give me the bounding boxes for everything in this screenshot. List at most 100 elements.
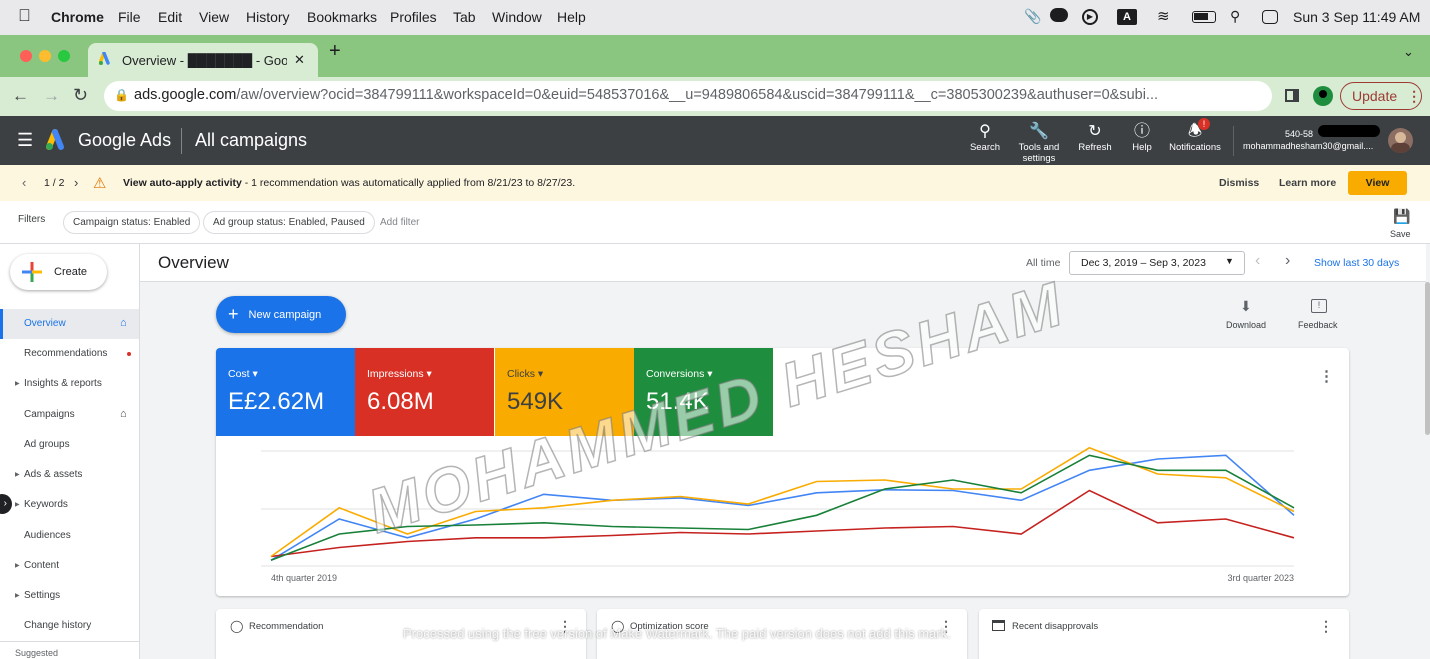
sidebar-item-overview[interactable] [0, 309, 139, 339]
apple-icon[interactable]:  [18, 6, 31, 26]
input-source-icon[interactable]: A [1117, 9, 1137, 25]
cloud-app-icon[interactable] [1050, 8, 1068, 22]
series-line-cost[interactable] [270, 454, 1295, 561]
notification-badge: ! [1198, 118, 1210, 130]
sidebar-item-settings[interactable]: Settings [24, 590, 61, 601]
view-button[interactable]: View [1348, 171, 1407, 195]
side-panel-icon[interactable] [1285, 89, 1299, 102]
filter-chip-adgroup-status[interactable]: Ad group status: Enabled, Paused [203, 211, 375, 234]
dismiss-button[interactable]: Dismiss [1219, 177, 1260, 189]
tab-close-icon[interactable]: ✕ [294, 52, 305, 67]
card-menu-icon[interactable]: ⋮ [1319, 368, 1334, 385]
series-line-conversions[interactable] [270, 454, 1295, 562]
collapse-nav-icon[interactable]: › [0, 494, 12, 514]
optimization-score-card[interactable]: ◯ Optimization score ⋮ [597, 609, 967, 659]
menu-bookmarks[interactable]: Bookmarks [307, 9, 378, 25]
sidebar-item-insights[interactable]: Insights & reports [24, 378, 102, 389]
hamburger-menu-icon[interactable]: ☰ [17, 130, 34, 150]
series-line-impressions[interactable] [270, 489, 1295, 558]
back-icon[interactable]: ← [12, 86, 29, 105]
save-icon[interactable]: 💾 [1393, 208, 1411, 224]
metric-impressions[interactable]: Impressions ▾ 6.08M [355, 348, 494, 436]
menu-edit[interactable]: Edit [158, 9, 183, 25]
new-tab-button[interactable]: + [329, 40, 341, 62]
sidebar-item-content[interactable]: Content [24, 560, 60, 571]
series-line-clicks[interactable] [270, 446, 1295, 558]
reload-icon[interactable]: ↻ [73, 85, 89, 105]
feedback-button[interactable]: Feedback [1298, 320, 1338, 330]
forward-icon[interactable]: → [43, 86, 60, 105]
show-last-30-days-link[interactable]: Show last 30 days [1314, 257, 1400, 269]
add-filter-button[interactable]: Add filter [380, 217, 420, 228]
spotlight-search-icon[interactable]: ⚲ [1230, 8, 1241, 24]
tab-search-icon[interactable]: ⌄ [1403, 44, 1414, 59]
browser-tab[interactable]: Overview - ███████ - Google A ✕ [88, 43, 318, 77]
sidebar-item-ads-assets[interactable]: Ads & assets [24, 469, 83, 480]
create-button[interactable]: Create [10, 254, 107, 290]
paperclip-icon[interactable]: 📎 [1024, 8, 1042, 24]
metric-conversions[interactable]: Conversions ▾ 51.4K [634, 348, 773, 436]
scrollbar[interactable] [1425, 282, 1430, 435]
notifications-button[interactable]: 🕭 Notifications [1164, 122, 1226, 153]
menu-tab[interactable]: Tab [453, 9, 476, 25]
menu-help[interactable]: Help [557, 9, 586, 25]
download-icon[interactable]: ⬇ [1240, 298, 1252, 314]
menu-history[interactable]: History [246, 9, 290, 25]
menu-file[interactable]: File [118, 9, 141, 25]
window-minimize-button[interactable] [39, 50, 51, 62]
sidebar-item-change-history[interactable]: Change history [24, 620, 92, 631]
prev-icon[interactable]: ‹ [22, 175, 27, 190]
help-icon: ⓘ [1133, 123, 1150, 140]
menu-view[interactable]: View [199, 9, 230, 25]
sidebar-item-recommendations[interactable]: Recommendations [24, 348, 108, 359]
sidebar-item-campaigns[interactable]: Campaigns [24, 409, 75, 420]
help-button[interactable]: ⓘ Help [1127, 122, 1157, 153]
battery-icon[interactable] [1192, 11, 1216, 23]
metric-clicks[interactable]: Clicks ▾ 549K [495, 348, 634, 436]
sidebar-item-ad-groups[interactable]: Ad groups [24, 439, 70, 450]
tools-button[interactable]: 🔧 Tools and settings [1015, 122, 1063, 164]
download-button[interactable]: Download [1226, 320, 1267, 330]
address-bar[interactable]: 🔒 ads.google.com/aw/overview?ocid=384799… [104, 81, 1272, 111]
tab-title: Overview - ███████ - Google A [122, 53, 287, 68]
kebab-menu-icon[interactable]: ⋮ [1319, 618, 1333, 634]
date-range-picker[interactable]: Dec 3, 2019 – Sep 3, 2023 ▼ [1069, 251, 1245, 275]
feedback-icon[interactable]: ! [1311, 299, 1327, 313]
recommendation-card[interactable]: ◯ Recommendation ⋮ [216, 609, 586, 659]
banner-title[interactable]: View auto-apply activity [123, 177, 242, 189]
filter-chip-campaign-status[interactable]: Campaign status: Enabled [63, 211, 201, 234]
prev-period-icon[interactable]: ‹ [1255, 252, 1261, 269]
recent-disapprovals-card[interactable]: Recent disapprovals ⋮ [979, 609, 1349, 659]
refresh-button[interactable]: ↻ Refresh [1075, 122, 1115, 153]
wifi-icon[interactable]: ≋ [1157, 8, 1170, 25]
app-name[interactable]: Chrome [51, 9, 104, 25]
kebab-menu-icon[interactable]: ⋮ [558, 618, 572, 634]
banner-text: - 1 recommendation was automatically app… [241, 177, 576, 189]
sidebar-item-keywords[interactable]: Keywords [24, 499, 68, 510]
sidebar-item-audiences[interactable]: Audiences [24, 530, 71, 541]
user-avatar[interactable] [1388, 128, 1413, 153]
account-email[interactable]: mohammadhesham30@gmail.... [1243, 141, 1374, 151]
update-label: Update [1352, 88, 1398, 104]
window-close-button[interactable] [20, 50, 32, 62]
profile-avatar-icon[interactable] [1313, 86, 1333, 106]
next-icon[interactable]: › [74, 175, 79, 190]
lightbulb-icon: ◯ [611, 619, 625, 633]
menubar-clock[interactable]: Sun 3 Sep 11:49 AM [1293, 9, 1421, 25]
metric-cost[interactable]: Cost ▾ E£2.62M [216, 348, 355, 436]
learn-more-button[interactable]: Learn more [1279, 177, 1337, 189]
new-campaign-button[interactable]: + New campaign [216, 296, 346, 333]
account-id[interactable]: 540-58 [1285, 129, 1314, 139]
page-title: Overview [158, 253, 229, 272]
next-period-icon[interactable]: › [1285, 252, 1291, 269]
search-button[interactable]: ⚲ Search [966, 122, 1004, 153]
google-ads-logo-icon[interactable] [46, 129, 70, 151]
window-zoom-button[interactable] [58, 50, 70, 62]
kebab-menu-icon[interactable]: ⋮ [939, 618, 953, 634]
menu-window[interactable]: Window [492, 9, 542, 25]
save-label[interactable]: Save [1390, 229, 1411, 239]
menu-profiles[interactable]: Profiles [390, 9, 437, 25]
control-center-icon[interactable] [1262, 10, 1278, 24]
update-button[interactable]: Update ⋮ [1340, 82, 1422, 110]
play-icon[interactable]: ▶ [1082, 9, 1098, 25]
